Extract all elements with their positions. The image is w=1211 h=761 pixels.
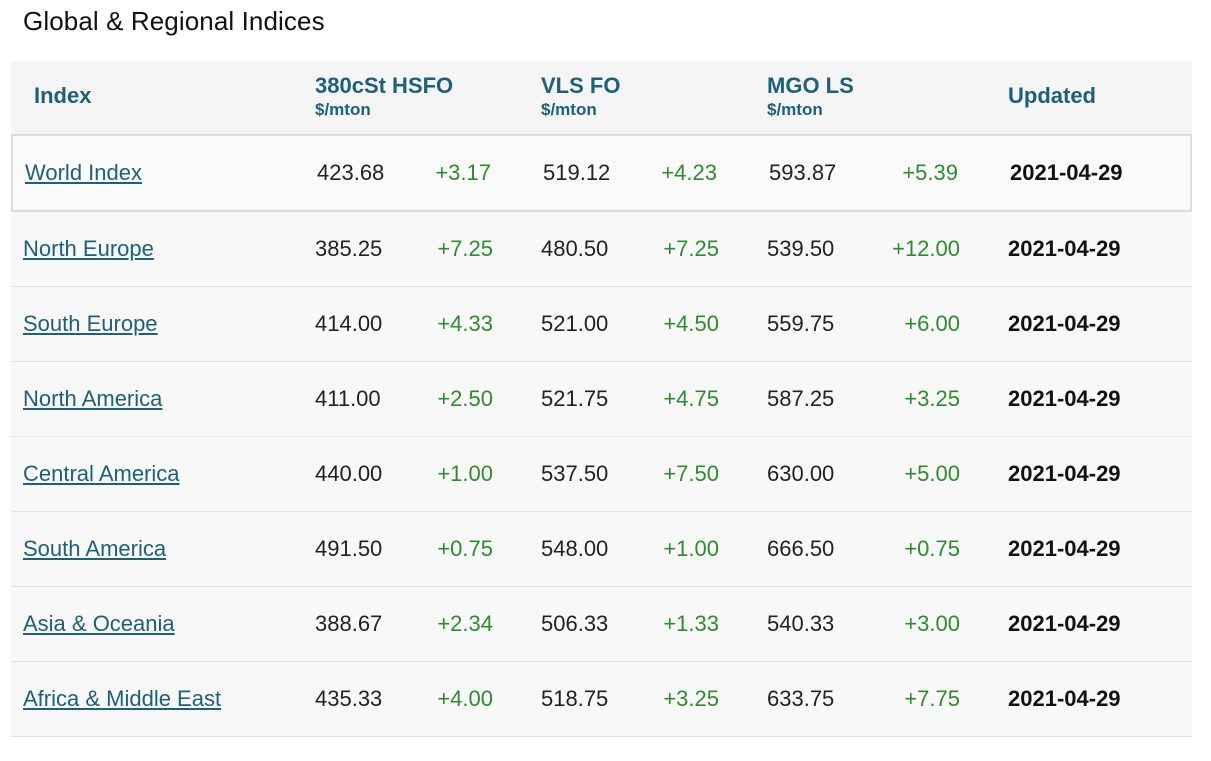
hsfo-change: +4.33: [437, 311, 493, 336]
hsfo-price: 440.00: [315, 461, 383, 486]
mgo-change: +7.75: [904, 686, 960, 711]
vlsfo-change: +4.50: [663, 311, 719, 336]
mgo-price: 587.25: [767, 386, 835, 411]
table-row: North Europe 385.25 +7.25 480.50 +7.25 539.50…: [11, 212, 1192, 287]
indices-table: Index 380cSt HSFO $/mton VLS FO $/mton M…: [11, 61, 1192, 737]
table-row: Asia & Oceania 388.67 +2.34 506.33 +1.33 540.…: [11, 587, 1192, 662]
index-link[interactable]: North Europe: [23, 236, 154, 261]
hsfo-price: 423.68: [317, 160, 385, 185]
table-row: South America 491.50 +0.75 548.00 +1.00 666.5…: [11, 512, 1192, 587]
vlsfo-price: 537.50: [541, 461, 609, 486]
page-title: Global & Regional Indices: [23, 6, 325, 36]
vlsfo-price: 548.00: [541, 536, 609, 561]
header-hsfo[interactable]: 380cSt HSFO $/mton: [315, 73, 453, 120]
mgo-change: +3.00: [904, 611, 960, 636]
hsfo-price: 411.00: [315, 386, 381, 411]
header-index[interactable]: Index: [34, 83, 91, 109]
mgo-price: 539.50: [767, 236, 835, 261]
updated-date: 2021-04-29: [1010, 160, 1123, 185]
hsfo-change: +2.50: [437, 386, 493, 411]
hsfo-price: 385.25: [315, 236, 383, 261]
mgo-change: +5.00: [904, 461, 960, 486]
header-mgo[interactable]: MGO LS $/mton: [767, 73, 854, 120]
index-link[interactable]: Asia & Oceania: [23, 611, 175, 636]
hsfo-price: 414.00: [315, 311, 383, 336]
updated-date: 2021-04-29: [1008, 236, 1121, 261]
mgo-change: +12.00: [892, 236, 960, 261]
mgo-price: 633.75: [767, 686, 835, 711]
header-vlsfo-label: VLS FO: [541, 73, 621, 98]
header-updated-label: Updated: [1008, 83, 1096, 108]
hsfo-price: 491.50: [315, 536, 383, 561]
hsfo-change: +1.00: [437, 461, 493, 486]
header-vlsfo-unit: $/mton: [541, 100, 597, 119]
updated-date: 2021-04-29: [1008, 686, 1121, 711]
vlsfo-change: +4.23: [661, 160, 717, 185]
updated-date: 2021-04-29: [1008, 461, 1121, 486]
vlsfo-change: +3.25: [663, 686, 719, 711]
hsfo-change: +7.25: [437, 236, 493, 261]
updated-date: 2021-04-29: [1008, 311, 1121, 336]
vlsfo-change: +7.25: [663, 236, 719, 261]
vlsfo-change: +7.50: [663, 461, 719, 486]
header-index-label: Index: [34, 83, 92, 108]
mgo-price: 666.50: [767, 536, 835, 561]
hsfo-price: 435.33: [315, 686, 383, 711]
hsfo-change: +2.34: [437, 611, 493, 636]
updated-date: 2021-04-29: [1008, 611, 1121, 636]
mgo-change: +0.75: [904, 536, 960, 561]
table-header: Index 380cSt HSFO $/mton VLS FO $/mton M…: [11, 61, 1192, 134]
hsfo-change: +4.00: [437, 686, 493, 711]
header-updated[interactable]: Updated: [1008, 83, 1096, 109]
index-link[interactable]: South Europe: [23, 311, 158, 336]
vlsfo-change: +4.75: [663, 386, 719, 411]
index-link[interactable]: World Index: [25, 160, 142, 185]
hsfo-change: +0.75: [437, 536, 493, 561]
index-link[interactable]: Africa & Middle East: [23, 686, 222, 711]
vlsfo-change: +1.00: [663, 536, 719, 561]
index-link[interactable]: Central America: [23, 461, 180, 486]
mgo-price: 559.75: [767, 311, 835, 336]
mgo-price: 593.87: [769, 160, 837, 185]
updated-date: 2021-04-29: [1008, 386, 1121, 411]
mgo-price: 540.33: [767, 611, 835, 636]
index-link[interactable]: North America: [23, 386, 163, 411]
mgo-change: +6.00: [904, 311, 960, 336]
table-body: World Index 423.68 +3.17 519.12 +4.23 593.87 +…: [11, 134, 1192, 737]
table-row: South Europe 414.00 +4.33 521.00 +4.50 559.75…: [11, 287, 1192, 362]
vlsfo-price: 480.50: [541, 236, 609, 261]
table-row: Central America 440.00 +1.00 537.50 +7.50 630…: [11, 437, 1192, 512]
header-mgo-unit: $/mton: [767, 100, 823, 119]
header-mgo-label: MGO LS: [767, 73, 854, 98]
header-hsfo-label: 380cSt HSFO: [315, 73, 454, 98]
vlsfo-price: 521.75: [541, 386, 609, 411]
vlsfo-price: 518.75: [541, 686, 609, 711]
updated-date: 2021-04-29: [1008, 536, 1121, 561]
mgo-change: +3.25: [904, 386, 960, 411]
table-row: Africa & Middle East 435.33 +4.00 518.75 +3.…: [11, 662, 1192, 737]
mgo-change: +5.39: [902, 160, 958, 185]
vlsfo-price: 521.00: [541, 311, 609, 336]
mgo-price: 630.00: [767, 461, 835, 486]
vlsfo-price: 519.12: [543, 160, 611, 185]
header-hsfo-unit: $/mton: [315, 100, 371, 119]
vlsfo-price: 506.33: [541, 611, 609, 636]
table-row: World Index 423.68 +3.17 519.12 +4.23 593.87 +…: [11, 134, 1192, 212]
table-row: North America 411.00 +2.50 521.75 +4.75 587.2…: [11, 362, 1192, 437]
hsfo-price: 388.67: [315, 611, 383, 636]
index-link[interactable]: South America: [23, 536, 167, 561]
hsfo-change: +3.17: [435, 160, 491, 185]
vlsfo-change: +1.33: [663, 611, 719, 636]
header-vlsfo[interactable]: VLS FO $/mton: [541, 73, 620, 120]
